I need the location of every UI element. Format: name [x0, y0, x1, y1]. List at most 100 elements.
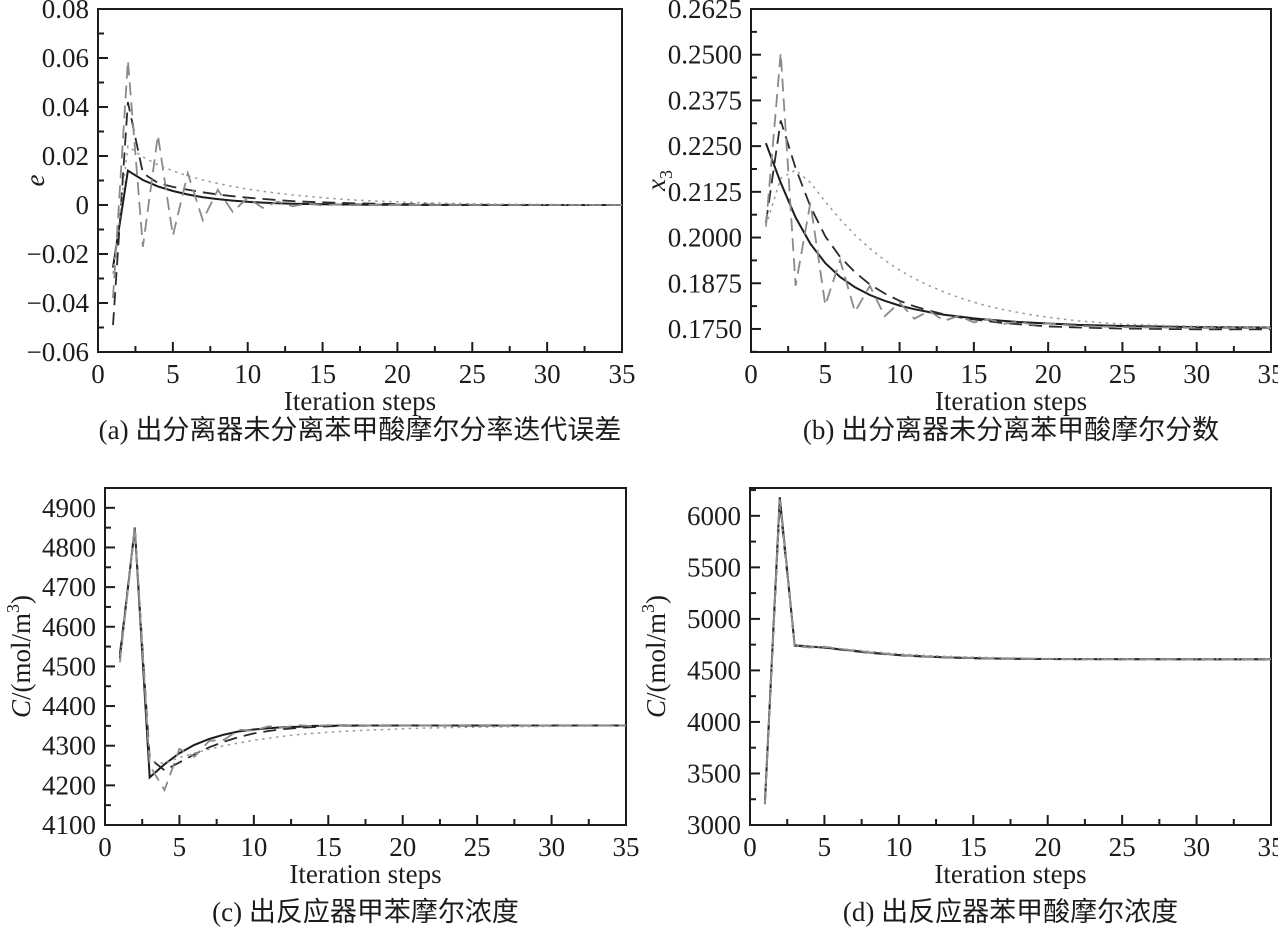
y-tick-label: 5500	[687, 552, 741, 582]
x-tick-label: 5	[166, 359, 180, 389]
x-tick-label: 35	[609, 359, 636, 389]
x-tick-label: 30	[534, 359, 561, 389]
panel-caption: (c) 出反应器甲苯摩尔浓度	[212, 897, 519, 927]
panel-caption: (a) 出分离器未分离苯甲酸摩尔分率迭代误差	[98, 415, 622, 445]
x-tick-label: 0	[744, 359, 758, 389]
y-tick-label: 0	[76, 190, 90, 220]
y-axis-label: x3	[641, 170, 676, 192]
y-tick-label: 0.2375	[668, 85, 742, 115]
x-tick-label: 20	[384, 359, 411, 389]
chart-iteration-error: 0 5 10 15 20 25 30 35 −0.06 −0.04 −0.02 0 0.02 0.04 0.…	[20, 0, 636, 389]
chart-toluene-concentration: 0 5 10 15 20 25 30 35 4100 4200 4300 4400 4500 4600 47…	[3, 487, 640, 862]
x-tick-label: 25	[464, 832, 491, 862]
x-tick-label: 0	[91, 359, 105, 389]
plot-border	[749, 487, 1272, 826]
series-dashed	[765, 120, 1271, 331]
series-solid	[112, 169, 622, 268]
y-axis-label: C/(mol/m3)	[3, 595, 36, 718]
series-dashed	[764, 503, 1271, 802]
series-dashed-oscillating	[112, 60, 622, 299]
x-axis-label: Iteration steps	[289, 859, 442, 889]
y-tick-label: 4700	[42, 572, 96, 602]
y-axis-label: C/(mol/m3)	[639, 595, 671, 718]
y-tick-label: 0.04	[42, 92, 90, 122]
y-tick-label: 4400	[42, 691, 96, 721]
x-tick-label: 20	[1034, 832, 1061, 862]
x-tick-label: 25	[1109, 832, 1136, 862]
series-solid	[764, 142, 1272, 329]
y-tick-label: 0.2500	[668, 40, 742, 70]
series-dotted	[765, 168, 1272, 328]
y-tick-label: −0.02	[27, 239, 89, 269]
series-dashed	[112, 101, 622, 326]
y-tick-label: 4200	[42, 770, 96, 800]
plot-border	[104, 487, 627, 826]
y-tick-label: 0.1750	[668, 314, 742, 344]
series-dotted	[112, 144, 623, 274]
y-tick-label: −0.06	[27, 337, 89, 367]
x-tick-label: 5	[173, 832, 187, 862]
y-tick-label: 4000	[687, 707, 741, 737]
x-tick-label: 35	[613, 832, 640, 862]
x-tick-label: 25	[1109, 359, 1136, 389]
series-solid	[118, 527, 626, 780]
plot-border	[97, 8, 623, 353]
x-tick-label: 5	[818, 832, 832, 862]
x-tick-label: 10	[885, 832, 912, 862]
series-dashed-oscillating	[119, 526, 626, 793]
x-tick-label: 15	[960, 359, 987, 389]
y-tick-label: 0.2625	[668, 0, 742, 24]
series-dashed	[119, 529, 626, 772]
y-tick-label: 0.1875	[668, 268, 742, 298]
series-dotted	[764, 501, 1272, 803]
y-tick-label: 4500	[42, 651, 96, 681]
x-tick-label: 20	[389, 832, 416, 862]
y-axis-label: e	[20, 174, 50, 186]
panel-b: 0 5 10 15 20 25 30 35 0.1750 0.1875 0.2000 0.2125 0.…	[639, 0, 1278, 455]
x-axis-label: Iteration steps	[934, 386, 1088, 416]
y-tick-label: 6000	[687, 501, 741, 531]
x-tick-label: 10	[234, 359, 261, 389]
x-tick-label: 35	[1258, 832, 1278, 862]
y-tick-label: 3000	[687, 810, 741, 840]
panel-a: 0 5 10 15 20 25 30 35 −0.06 −0.04 −0.02 0 0.02 0.04 0.…	[0, 0, 639, 455]
y-tick-label: 0.06	[42, 43, 89, 73]
x-tick-label: 30	[1183, 359, 1210, 389]
x-tick-label: 10	[240, 832, 267, 862]
panel-caption: (d) 出反应器苯甲酸摩尔浓度	[842, 897, 1179, 927]
y-tick-label: 4100	[42, 810, 96, 840]
x-tick-label: 15	[309, 359, 336, 389]
y-tick-label: −0.04	[27, 288, 90, 318]
panel-c: 0 5 10 15 20 25 30 35 4100 4200 4300 4400 4500 4600 47…	[0, 455, 639, 933]
x-tick-label: 35	[1258, 359, 1278, 389]
x-tick-label: 0	[743, 832, 757, 862]
chart-benzoic-acid-concentration: 0 5 10 15 20 25 30 35 3000 3500 4000 4500 5000 5500 60…	[639, 487, 1278, 862]
x-tick-label: 30	[1183, 832, 1210, 862]
x-tick-label: 10	[886, 359, 913, 389]
y-tick-label: 4600	[42, 612, 96, 642]
y-tick-label: 4500	[687, 655, 741, 685]
y-tick-label: 0.2250	[668, 131, 742, 161]
y-tick-label: 0.02	[42, 141, 89, 171]
y-tick-label: 4900	[42, 493, 96, 523]
x-tick-label: 15	[315, 832, 342, 862]
y-tick-label: 0.2125	[668, 177, 742, 207]
series-dashed-oscillating	[764, 499, 1271, 805]
panel-d: 0 5 10 15 20 25 30 35 3000 3500 4000 4500 5000 5500 60…	[639, 455, 1278, 933]
y-tick-label: 3500	[687, 758, 741, 788]
x-axis-label: Iteration steps	[283, 386, 437, 416]
chart-mole-fraction: 0 5 10 15 20 25 30 35 0.1750 0.1875 0.2000 0.2125 0.…	[641, 0, 1278, 389]
x-tick-label: 0	[98, 832, 112, 862]
x-tick-label: 15	[960, 832, 987, 862]
x-tick-label: 5	[819, 359, 833, 389]
plot-border	[750, 8, 1272, 353]
y-tick-label: 5000	[687, 604, 741, 634]
x-tick-label: 20	[1035, 359, 1062, 389]
x-axis-label: Iteration steps	[934, 859, 1087, 889]
x-tick-label: 25	[459, 359, 486, 389]
x-tick-label: 30	[538, 832, 565, 862]
y-tick-label: 4800	[42, 532, 96, 562]
y-tick-label: 4300	[42, 731, 96, 761]
panel-caption: (b) 出分离器未分离苯甲酸摩尔分数	[802, 415, 1220, 445]
